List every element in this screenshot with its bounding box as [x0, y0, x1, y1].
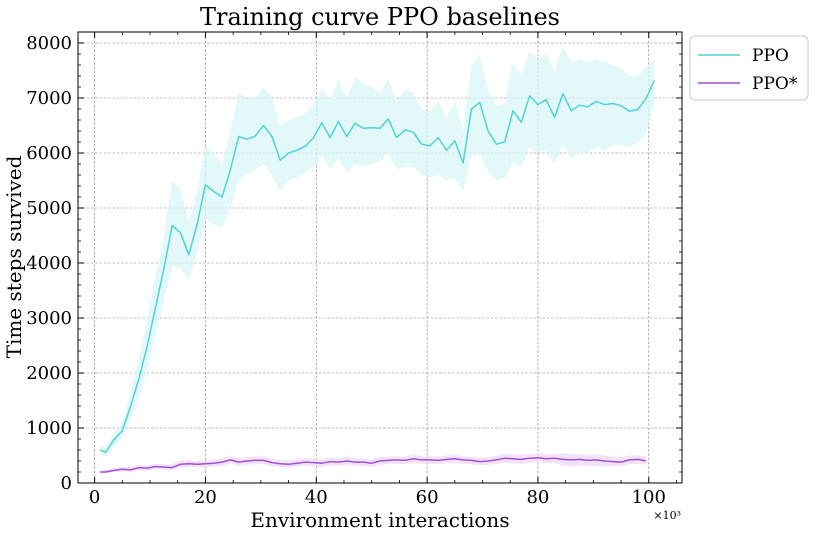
y-tick-label-8000: 8000 [26, 33, 72, 54]
y-tick-label-1000: 1000 [26, 418, 72, 439]
x-tick-label-0: 0 [89, 487, 100, 508]
x-tick-label-80: 80 [526, 487, 549, 508]
x-axis-multiplier: ×10³ [653, 509, 681, 522]
band-ppo [100, 45, 655, 457]
x-tick-labels: 0 20 40 60 80 100 [89, 487, 666, 508]
x-tick-label-40: 40 [305, 487, 328, 508]
axis-ticks [78, 31, 682, 484]
x-tick-label-20: 20 [194, 487, 217, 508]
plot-frame [77, 31, 683, 484]
y-tick-label-3000: 3000 [26, 308, 72, 329]
y-axis-label: Time steps survived [2, 155, 26, 358]
x-tick-label-60: 60 [416, 487, 439, 508]
x-tick-label-100: 100 [632, 487, 666, 508]
legend-frame [689, 35, 809, 101]
y-tick-label-5000: 5000 [26, 198, 72, 219]
x-axis-label: Environment interactions [250, 508, 509, 532]
series-line-ppo [99, 80, 655, 453]
y-tick-label-0: 0 [61, 473, 72, 494]
y-tick-labels: 0 1000 2000 3000 4000 5000 6000 7000 8000 [26, 33, 72, 494]
y-tick-label-2000: 2000 [26, 363, 72, 384]
series-line-ppo-star [100, 456, 647, 473]
legend-label-ppo: PPO [752, 46, 789, 66]
y-tick-label-4000: 4000 [26, 253, 72, 274]
chart-title: Training curve PPO baselines [200, 3, 560, 31]
legend: PPO PPO* [689, 35, 809, 101]
series-lines [99, 80, 655, 473]
y-tick-label-7000: 7000 [26, 88, 72, 109]
y-tick-label-6000: 6000 [26, 143, 72, 164]
legend-label-ppo-star: PPO* [752, 74, 798, 94]
